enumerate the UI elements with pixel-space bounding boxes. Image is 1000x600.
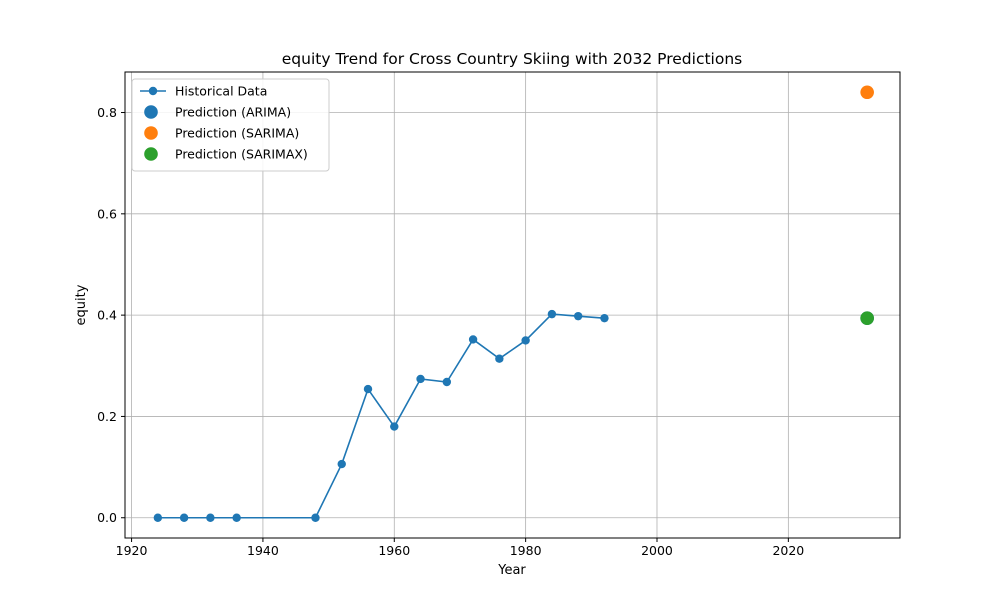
y-tick-label: 0.8 [97,105,117,120]
legend-label: Historical Data [175,84,267,99]
legend-box [131,78,330,172]
x-axis-label: Year [497,563,526,578]
historical-data-point [390,422,399,431]
legend-label: Prediction (SARIMA) [175,126,299,141]
x-tick-label: 1940 [247,543,279,558]
prediction-point-prediction-sarima [860,85,874,100]
prediction-point-prediction-sarimax [860,311,874,325]
legend-marker-swatch [148,86,158,96]
chart-title: equity Trend for Cross Country Skiing wi… [282,50,742,68]
historical-data-point [573,311,583,321]
legend-label: Prediction (SARIMAX) [175,147,308,162]
series-layer [153,85,874,522]
historical-data-point [495,354,504,363]
y-tick-label: 0.4 [97,308,117,323]
historical-data-line [157,313,605,519]
historical-data-point [311,513,320,522]
plot-frame [124,71,901,539]
y-tick-label: 0.6 [97,206,117,221]
x-tick-label: 2020 [772,543,804,558]
historical-data-point [206,513,215,522]
historical-data-point [547,309,557,319]
historical-data-point [521,336,530,345]
ticks: 1920 1940 1960 1980 2000 2020 0.0 0.2 0.4 0.6 0.8 [97,105,804,558]
x-tick-label: 1920 [116,543,148,558]
y-tick-label: 0.0 [97,510,117,525]
legend-label: Prediction (ARIMA) [175,105,291,120]
y-tick-label: 0.2 [97,409,117,424]
legend-marker-swatch [144,105,158,119]
historical-data-point [600,313,609,323]
grid [125,72,900,538]
legend-marker-swatch [144,147,158,161]
legend: Historical Data Prediction (ARIMA) Predict… [131,78,330,172]
historical-data-point [153,513,163,522]
historical-data-point [232,513,241,522]
historical-data-point [337,459,346,469]
historical-data-point [442,377,452,387]
x-tick-label: 2000 [641,543,673,558]
historical-data-point [363,384,373,394]
x-tick-label: 1980 [510,543,542,558]
y-axis-label: equity [74,284,89,325]
historical-data-point [179,513,189,522]
historical-data-point [468,335,478,344]
historical-data-point [416,374,425,384]
x-tick-label: 1960 [378,543,410,558]
legend-marker-swatch [144,126,158,140]
